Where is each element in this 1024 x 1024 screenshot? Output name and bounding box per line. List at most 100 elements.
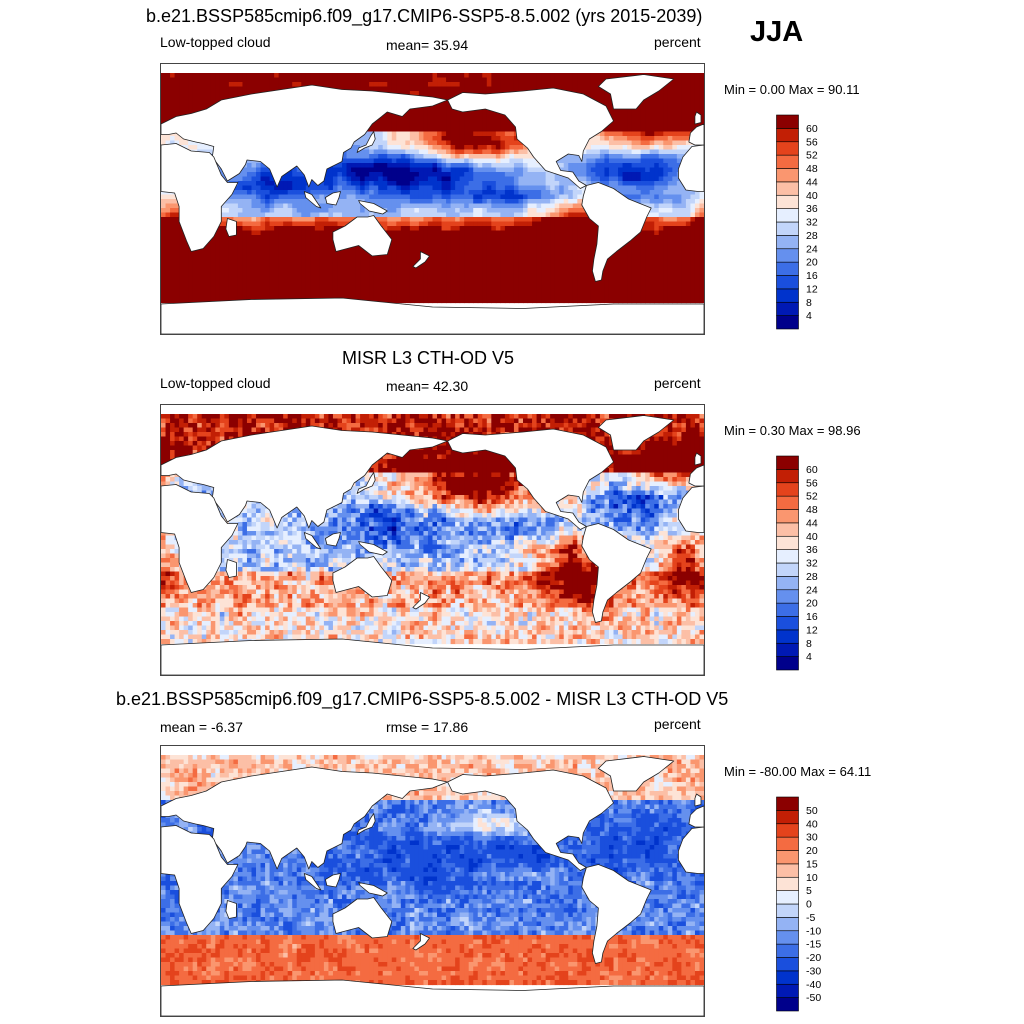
field-cell (690, 113, 696, 119)
field-cell (251, 253, 257, 259)
field-cell (527, 194, 533, 200)
field-cell (391, 122, 397, 128)
field-cell (608, 100, 615, 106)
field-cell (346, 181, 352, 187)
field-cell (441, 136, 447, 142)
field-cell (237, 217, 244, 223)
field-cell (676, 217, 682, 223)
field-cell (437, 73, 443, 79)
field-cell (654, 253, 660, 259)
field-cell (427, 181, 434, 187)
field-cell (581, 172, 587, 178)
field-cell (523, 194, 529, 200)
field-cell (631, 154, 637, 160)
field-cell (355, 244, 361, 250)
field-cell (446, 181, 452, 187)
field-cell (165, 221, 171, 227)
field-cell (400, 176, 406, 182)
field-cell (568, 203, 574, 209)
field-cell (563, 154, 569, 160)
field-cell (618, 149, 624, 155)
field-cell (396, 194, 402, 200)
field-cell (636, 190, 642, 196)
field-cell (432, 208, 438, 214)
field-cell (495, 145, 501, 151)
field-cell (432, 212, 438, 218)
field-cell (441, 167, 447, 173)
field-cell (265, 253, 271, 259)
field-cell (523, 181, 529, 187)
field-cell (676, 104, 682, 110)
field-cell (301, 226, 307, 232)
field-cell (210, 100, 216, 106)
field-cell (351, 149, 357, 155)
field-cell (550, 230, 556, 236)
field-cell (256, 257, 262, 263)
field-cell (640, 235, 646, 241)
field-cell (418, 158, 425, 164)
field-cell (486, 253, 492, 259)
field-cell (260, 230, 266, 236)
field-cell (283, 194, 289, 200)
field-cell (645, 167, 651, 173)
field-cell (355, 163, 361, 169)
field-cell (192, 104, 198, 110)
field-cell (486, 149, 492, 155)
field-cell (550, 203, 556, 209)
field-cell (174, 244, 180, 250)
field-cell (441, 113, 447, 119)
field-cell (432, 239, 438, 245)
field-cell (473, 73, 479, 79)
field-cell (305, 244, 311, 250)
field-cell (618, 122, 624, 128)
field-cell (391, 221, 397, 227)
field-cell (382, 145, 388, 151)
field-cell (287, 257, 293, 263)
field-cell (278, 77, 284, 83)
field-cell (274, 253, 280, 259)
field-cell (351, 203, 357, 209)
field-cell (378, 190, 384, 196)
field-cell (161, 230, 167, 236)
field-cell (554, 239, 560, 245)
field-cell (468, 86, 474, 92)
field-cell (572, 194, 578, 200)
field-cell (418, 82, 425, 88)
field-cell (672, 194, 678, 200)
field-cell (373, 167, 379, 173)
field-cell (378, 212, 384, 218)
field-cell (672, 82, 678, 88)
field-cell (215, 73, 221, 79)
field-cell (414, 158, 420, 164)
field-cell (287, 217, 293, 223)
field-cell (658, 95, 664, 101)
field-cell (640, 136, 646, 142)
field-cell (527, 158, 533, 164)
field-cell (636, 235, 642, 241)
field-cell (355, 190, 361, 196)
field-cell (400, 73, 406, 79)
field-cell (423, 235, 429, 241)
field-cell (179, 82, 185, 88)
field-cell (622, 131, 628, 137)
field-cell (346, 167, 352, 173)
field-cell (405, 248, 411, 254)
field-cell (509, 239, 515, 245)
field-cell (645, 140, 651, 146)
field-cell (545, 194, 551, 200)
field-cell (572, 77, 578, 83)
field-cell (654, 239, 660, 245)
field-cell (482, 181, 488, 187)
field-cell (473, 131, 479, 137)
field-cell (649, 235, 655, 241)
field-cell (251, 194, 257, 200)
field-cell (663, 113, 669, 119)
field-cell (400, 253, 406, 259)
field-cell (527, 73, 533, 79)
field-cell (409, 221, 416, 227)
field-cell (446, 167, 452, 173)
field-cell (337, 208, 343, 214)
field-cell (491, 230, 497, 236)
field-cell (676, 194, 682, 200)
field-cell (468, 208, 474, 214)
